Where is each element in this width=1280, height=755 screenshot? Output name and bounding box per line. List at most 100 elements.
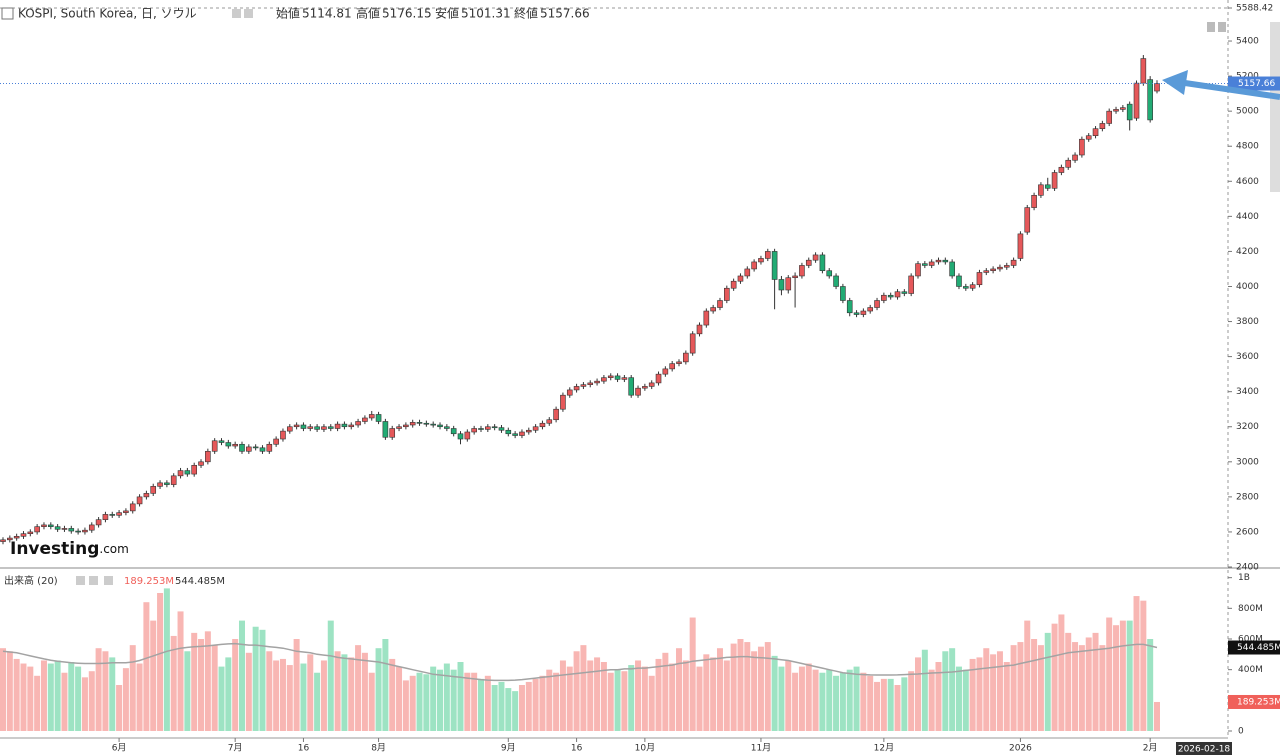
candle-body bbox=[846, 300, 853, 314]
candle-body bbox=[1072, 154, 1078, 161]
side-panel[interactable] bbox=[1270, 22, 1280, 192]
volume-bar bbox=[518, 685, 525, 731]
candle-body bbox=[969, 284, 976, 289]
candle-body bbox=[676, 361, 682, 364]
volume-bar bbox=[286, 665, 293, 731]
candle-body bbox=[1010, 259, 1017, 266]
candle-body bbox=[819, 254, 826, 272]
volume-y-tick-label: 600M bbox=[1238, 635, 1263, 645]
candle-body bbox=[703, 310, 710, 326]
volume-bar bbox=[54, 660, 61, 731]
candle-body bbox=[915, 263, 921, 277]
candle-body bbox=[109, 514, 116, 516]
candle-body bbox=[1140, 58, 1147, 84]
volume-bar bbox=[279, 658, 286, 731]
candle-body bbox=[273, 438, 279, 445]
candle-body bbox=[696, 324, 703, 335]
volume-bar bbox=[921, 649, 928, 731]
volume-bar bbox=[184, 651, 191, 731]
volume-bar bbox=[901, 677, 908, 731]
volume-bar bbox=[457, 662, 464, 731]
crosshair-date: 2026-02-18 bbox=[1178, 745, 1231, 755]
volume-bar bbox=[805, 663, 812, 731]
candle-body bbox=[1147, 79, 1153, 121]
volume-bar bbox=[266, 651, 273, 731]
candle-body bbox=[20, 533, 27, 537]
candle-body bbox=[771, 251, 778, 280]
candle-body bbox=[662, 368, 669, 375]
volume-bar bbox=[1085, 637, 1092, 731]
candle-body bbox=[355, 421, 361, 426]
volume-bar bbox=[157, 593, 164, 731]
y-tick-label: 3600 bbox=[1236, 352, 1259, 362]
candle-body bbox=[232, 443, 238, 447]
candle-body bbox=[642, 386, 648, 389]
volume-bar bbox=[996, 651, 1003, 731]
candle-body bbox=[1017, 233, 1024, 259]
candle-body bbox=[430, 423, 436, 426]
volume-bar bbox=[416, 672, 423, 731]
candle-body bbox=[525, 429, 532, 433]
close-icon[interactable] bbox=[104, 576, 113, 585]
volume-bar bbox=[976, 657, 983, 731]
candle-body bbox=[47, 524, 54, 527]
scale-button[interactable] bbox=[1207, 22, 1215, 32]
open-value: 5114.81 bbox=[302, 7, 352, 21]
y-tick-label: 4400 bbox=[1236, 212, 1259, 222]
y-tick-label: 4800 bbox=[1236, 142, 1259, 152]
scale-button[interactable] bbox=[1218, 22, 1226, 32]
volume-bar bbox=[1140, 600, 1147, 731]
candle-body bbox=[607, 375, 614, 378]
candle-body bbox=[75, 530, 81, 533]
volume-bar bbox=[170, 635, 177, 731]
candle-body bbox=[327, 426, 334, 429]
volume-bar bbox=[1113, 625, 1120, 731]
volume-bar bbox=[512, 691, 519, 731]
toggle-icon[interactable] bbox=[76, 576, 85, 585]
candle-body bbox=[170, 475, 177, 485]
volume-bar bbox=[1058, 614, 1065, 731]
volume-bar bbox=[361, 652, 368, 731]
toggle-icon[interactable] bbox=[244, 9, 253, 18]
toggle-icon[interactable] bbox=[232, 9, 241, 18]
volume-bar bbox=[259, 629, 266, 731]
candle-body bbox=[1154, 83, 1160, 92]
volume-bar bbox=[40, 660, 47, 731]
candle-body bbox=[990, 268, 996, 272]
x-tick-label: 7月 bbox=[228, 743, 243, 754]
y-tick-label: 5400 bbox=[1236, 37, 1259, 47]
candle-body bbox=[812, 254, 819, 261]
collapse-icon[interactable] bbox=[1, 7, 14, 20]
candle-body bbox=[88, 524, 95, 531]
volume-bar bbox=[471, 672, 478, 731]
candle-body bbox=[1031, 195, 1037, 208]
toggle-icon[interactable] bbox=[89, 576, 98, 585]
volume-bar bbox=[990, 654, 997, 731]
volume-bar bbox=[621, 671, 628, 731]
x-tick-label: 9月 bbox=[501, 743, 516, 754]
volume-bar bbox=[628, 665, 635, 731]
volume-bar bbox=[737, 639, 744, 731]
volume-bar bbox=[641, 666, 648, 731]
volume-bar bbox=[710, 657, 717, 731]
candle-body bbox=[635, 387, 641, 396]
y-tick-label: 5588.42 bbox=[1236, 4, 1273, 14]
volume-bar bbox=[314, 672, 321, 731]
volume-last-box bbox=[1228, 694, 1280, 709]
volume-bar bbox=[232, 639, 239, 731]
candle-body bbox=[143, 493, 150, 498]
candle-body bbox=[963, 286, 969, 289]
volume-bar bbox=[238, 620, 245, 731]
volume-last-label: 189.253M bbox=[124, 576, 174, 587]
candle-body bbox=[730, 280, 737, 289]
volume-bar bbox=[525, 681, 532, 731]
volume-bar bbox=[580, 645, 587, 731]
candle-body bbox=[573, 386, 580, 391]
candle-body bbox=[485, 426, 491, 430]
candle-body bbox=[826, 270, 833, 277]
candle-body bbox=[95, 519, 102, 526]
last-price-label: 5157.66 bbox=[1238, 79, 1275, 89]
candle-body bbox=[341, 423, 348, 428]
volume-bar bbox=[396, 666, 403, 731]
